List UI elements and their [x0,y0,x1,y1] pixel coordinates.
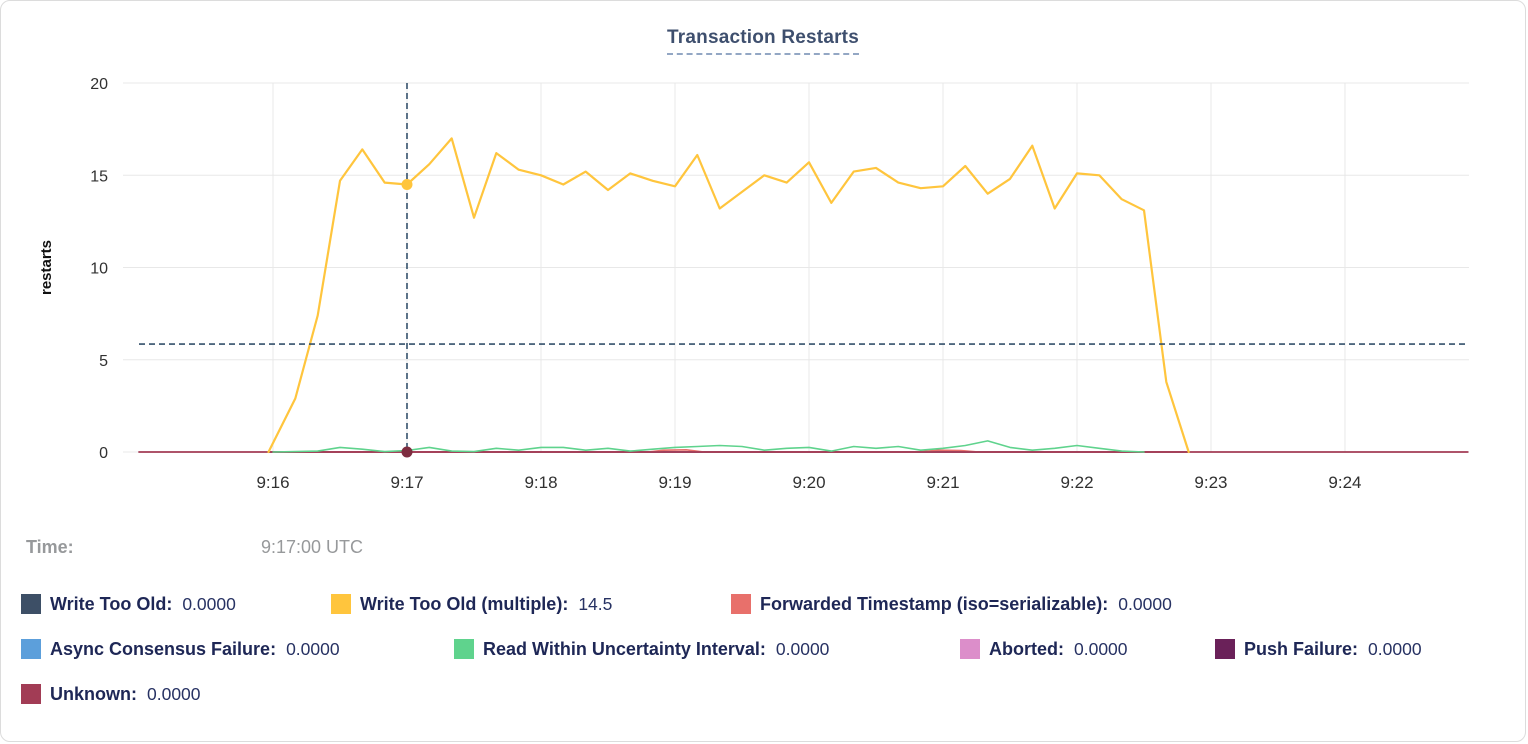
crosshair [139,83,1469,458]
legend-row: Write Too Old: 0.0000 Write Too Old (multi… [1,591,1525,617]
x-tick-label: 9:16 [256,473,289,492]
y-axis-title: restarts [38,240,55,295]
legend-item-aborted: Aborted: 0.0000 [960,636,1128,662]
series-line-read-within-uncertainty-interval [272,440,1145,453]
x-tick-label: 9:20 [792,473,825,492]
legend-swatch-aborted [960,639,980,659]
axis-labels: 0 5 10 15 20 9:16 9:17 9:18 9:19 9:20 9:21 9:22 9:23… [38,76,1362,492]
legend-label-aborted: Aborted: [989,638,1064,659]
legend-swatch-push-failure [1215,639,1235,659]
hover-dot [401,178,413,190]
legend-value-forwarded-timestamp-iso-serializable: 0.0000 [1118,593,1172,614]
y-tick-label: 10 [90,261,108,278]
x-tick-label: 9:19 [658,473,691,492]
legend-swatch-async-consensus-failure [21,639,41,659]
legend-swatch-read-within-uncertainty-interval [454,639,474,659]
x-tick-label: 9:18 [524,473,557,492]
x-tick-label: 9:24 [1328,473,1361,492]
legend-item-write-too-old: Write Too Old: 0.0000 [21,591,236,617]
legend-swatch-write-too-old [21,594,41,614]
legend-swatch-unknown [21,684,41,704]
legend-label-async-consensus-failure: Async Consensus Failure: [50,638,277,659]
legend-value-aborted: 0.0000 [1074,638,1128,659]
legend-label-write-too-old-multiple: Write Too Old (multiple): [360,593,569,614]
legend-label-forwarded-timestamp-iso-serializable: Forwarded Timestamp (iso=serializable): [760,593,1109,614]
series-line-write-too-old-multiple [267,137,1190,454]
legend-row: Unknown: 0.0000 [1,681,1525,707]
y-tick-label: 5 [99,353,108,370]
x-tick-label: 9:21 [926,473,959,492]
hover-time-label: Time: [26,537,74,557]
legend-item-read-within-uncertainty-interval: Read Within Uncertainty Interval: 0.0000 [454,636,829,662]
legend-item-write-too-old-multiple: Write Too Old (multiple): 14.5 [331,591,612,617]
legend-label-push-failure: Push Failure: [1244,638,1359,659]
hover-dot [401,446,413,458]
x-tick-label: 9:23 [1194,473,1227,492]
legend-value-write-too-old-multiple: 14.5 [578,593,613,614]
legend-item-async-consensus-failure: Async Consensus Failure: 0.0000 [21,636,340,662]
legend-swatch-forwarded-timestamp-iso-serializable [731,594,751,614]
y-tick-label: 0 [99,445,108,462]
legend-item-push-failure: Push Failure: 0.0000 [1215,636,1422,662]
legend-swatch-write-too-old-multiple [331,594,351,614]
legend-value-write-too-old: 0.0000 [182,593,236,614]
legend-row: Async Consensus Failure: 0.0000 Read Withi… [1,636,1525,662]
y-tick-label: 20 [90,76,108,93]
series-lines [138,137,1469,454]
legend-item-unknown: Unknown: 0.0000 [21,681,201,707]
y-tick-label: 15 [90,168,108,185]
legend-label-write-too-old: Write Too Old: [50,593,173,614]
transaction-restarts-chart[interactable]: 0 5 10 15 20 9:16 9:17 9:18 9:19 9:20 9:21 9:22 9:23… [1,1,1526,506]
legend-value-unknown: 0.0000 [147,683,201,704]
legend-value-async-consensus-failure: 0.0000 [286,638,340,659]
legend-value-read-within-uncertainty-interval: 0.0000 [775,638,830,659]
legend-label-read-within-uncertainty-interval: Read Within Uncertainty Interval: [483,638,766,659]
hover-time-row: Time: 9:17:00 UTC [1,537,1525,563]
legend-value-push-failure: 0.0000 [1368,638,1422,659]
chart-title-wrap: Transaction Restarts [1,27,1525,55]
hover-time-value: 9:17:00 UTC [261,537,364,557]
legend-item-forwarded-timestamp-iso-serializable: Forwarded Timestamp (iso=serializable): 0… [731,591,1172,617]
x-tick-label: 9:22 [1060,473,1093,492]
legend-label-unknown: Unknown: [50,683,137,704]
x-tick-label: 9:17 [390,473,423,492]
chart-title: Transaction Restarts [667,27,859,55]
